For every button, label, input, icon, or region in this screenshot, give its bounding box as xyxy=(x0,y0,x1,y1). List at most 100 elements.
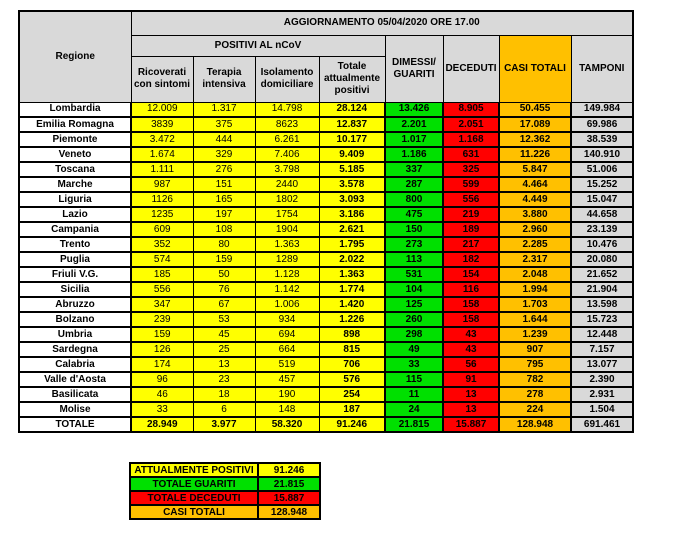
cell-terapia-intensiva: 329 xyxy=(192,146,256,163)
table-row: Umbria 159 45 694 898 298 43 1.239 12.448 xyxy=(18,326,634,343)
cell-ricoverati-con-sintomi: 159 xyxy=(130,326,194,343)
region-name: Umbria xyxy=(18,326,132,343)
cell-deceduti: 182 xyxy=(442,251,500,268)
cell-terapia-intensiva: 23 xyxy=(192,371,256,388)
cell-totale-attualmente-positivi: 12.837 xyxy=(318,116,386,133)
cell-isolamento-domiciliare: 2440 xyxy=(254,176,320,193)
cell-isolamento-domiciliare: 519 xyxy=(254,356,320,373)
table-row: Veneto 1.674 329 7.406 9.409 1.186 631 11.226 14… xyxy=(18,146,634,163)
cell-ricoverati-con-sintomi: 185 xyxy=(130,266,194,283)
cell-tamponi: 12.448 xyxy=(570,326,634,343)
cell-totale-attualmente-positivi: 1.795 xyxy=(318,236,386,253)
cell-tamponi: 13.598 xyxy=(570,296,634,313)
cell-isolamento-domiciliare: 1289 xyxy=(254,251,320,268)
cell-isolamento-domiciliare: 8623 xyxy=(254,116,320,133)
cell-dimessi-guariti: 475 xyxy=(384,206,444,223)
cell-terapia-intensiva: 165 xyxy=(192,191,256,208)
cell-totale-attualmente-positivi: 706 xyxy=(318,356,386,373)
table-row: Sicilia 556 76 1.142 1.774 104 116 1.994 21.904 xyxy=(18,281,634,298)
region-name: Lombardia xyxy=(18,101,132,118)
region-name: Bolzano xyxy=(18,311,132,328)
cell-deceduti: 1.168 xyxy=(442,131,500,148)
cell-dimessi-guariti: 115 xyxy=(384,371,444,388)
cell-dimessi-guariti: 104 xyxy=(384,281,444,298)
cell-dimessi-guariti: 24 xyxy=(384,401,444,418)
region-name: Basilicata xyxy=(18,386,132,403)
cell-dimessi-guariti: 49 xyxy=(384,341,444,358)
cell-ricoverati-con-sintomi: 556 xyxy=(130,281,194,298)
cell-terapia-intensiva: 25 xyxy=(192,341,256,358)
cell-dimessi-guariti: 2.201 xyxy=(384,116,444,133)
cell-ricoverati-con-sintomi: 126 xyxy=(130,341,194,358)
cell-dimessi-guariti: 113 xyxy=(384,251,444,268)
cell-casi-totali: 1.994 xyxy=(498,281,572,298)
legend-label: ATTUALMENTE POSITIVI xyxy=(129,462,259,478)
cell-deceduti: 43 xyxy=(442,326,500,343)
cell-totale-attualmente-positivi: 10.177 xyxy=(318,131,386,148)
cell-isolamento-domiciliare: 1904 xyxy=(254,221,320,238)
legend-row: CASI TOTALI 128.948 xyxy=(129,504,321,520)
cell-deceduti: 56 xyxy=(442,356,500,373)
cell-deceduti: 599 xyxy=(442,176,500,193)
cell-tamponi: 691.461 xyxy=(570,416,634,433)
cell-terapia-intensiva: 159 xyxy=(192,251,256,268)
region-name: Calabria xyxy=(18,356,132,373)
region-name: Lazio xyxy=(18,206,132,223)
cell-ricoverati-con-sintomi: 1.111 xyxy=(130,161,194,178)
cell-isolamento-domiciliare: 664 xyxy=(254,341,320,358)
region-name: Friuli V.G. xyxy=(18,266,132,283)
cell-totale-attualmente-positivi: 3.093 xyxy=(318,191,386,208)
cell-tamponi: 21.652 xyxy=(570,266,634,283)
cell-totale-attualmente-positivi: 1.226 xyxy=(318,311,386,328)
cell-isolamento-domiciliare: 190 xyxy=(254,386,320,403)
table-body: Lombardia 12.009 1.317 14.798 28.124 13.426 8.… xyxy=(18,101,634,433)
cell-terapia-intensiva: 375 xyxy=(192,116,256,133)
cell-totale-attualmente-positivi: 3.578 xyxy=(318,176,386,193)
cell-casi-totali: 2.317 xyxy=(498,251,572,268)
region-name: Trento xyxy=(18,236,132,253)
cell-casi-totali: 2.048 xyxy=(498,266,572,283)
cell-terapia-intensiva: 444 xyxy=(192,131,256,148)
cell-casi-totali: 50.455 xyxy=(498,101,572,118)
cell-casi-totali: 278 xyxy=(498,386,572,403)
cell-deceduti: 91 xyxy=(442,371,500,388)
cell-totale-attualmente-positivi: 815 xyxy=(318,341,386,358)
table-row: Liguria 1126 165 1802 3.093 800 556 4.449 15.047 xyxy=(18,191,634,208)
cell-isolamento-domiciliare: 1.142 xyxy=(254,281,320,298)
cell-isolamento-domiciliare: 148 xyxy=(254,401,320,418)
region-name: Abruzzo xyxy=(18,296,132,313)
cell-totale-attualmente-positivi: 28.124 xyxy=(318,101,386,118)
cell-isolamento-domiciliare: 1.363 xyxy=(254,236,320,253)
cell-casi-totali: 12.362 xyxy=(498,131,572,148)
region-name: Toscana xyxy=(18,161,132,178)
cell-casi-totali: 11.226 xyxy=(498,146,572,163)
table-row: Piemonte 3.472 444 6.261 10.177 1.017 1.168 12.… xyxy=(18,131,634,148)
cell-tamponi: 51.006 xyxy=(570,161,634,178)
cell-terapia-intensiva: 76 xyxy=(192,281,256,298)
cell-casi-totali: 782 xyxy=(498,371,572,388)
region-column-header: Regione xyxy=(18,10,132,103)
terapia-intensiva-header: Terapia intensiva xyxy=(192,55,256,103)
cell-terapia-intensiva: 50 xyxy=(192,266,256,283)
casi-totali-header: CASI TOTALI xyxy=(498,34,572,103)
cell-casi-totali: 17.089 xyxy=(498,116,572,133)
cell-tamponi: 7.157 xyxy=(570,341,634,358)
total-label: TOTALE xyxy=(18,416,132,433)
table-row: Basilicata 46 18 190 254 11 13 278 2.931 xyxy=(18,386,634,403)
cell-deceduti: 325 xyxy=(442,161,500,178)
table-row: Trento 352 80 1.363 1.795 273 217 2.285 10.476 xyxy=(18,236,634,253)
cell-totale-attualmente-positivi: 9.409 xyxy=(318,146,386,163)
update-title: AGGIORNAMENTO 05/04/2020 ORE 17.00 xyxy=(130,10,634,36)
cell-isolamento-domiciliare: 58.320 xyxy=(254,416,320,433)
cell-ricoverati-con-sintomi: 33 xyxy=(130,401,194,418)
region-name: Valle d'Aosta xyxy=(18,371,132,388)
cell-tamponi: 15.047 xyxy=(570,191,634,208)
cell-terapia-intensiva: 6 xyxy=(192,401,256,418)
cell-tamponi: 140.910 xyxy=(570,146,634,163)
cell-dimessi-guariti: 33 xyxy=(384,356,444,373)
region-name: Veneto xyxy=(18,146,132,163)
cell-terapia-intensiva: 151 xyxy=(192,176,256,193)
cell-casi-totali: 3.880 xyxy=(498,206,572,223)
table-row: Calabria 174 13 519 706 33 56 795 13.077 xyxy=(18,356,634,373)
cell-deceduti: 158 xyxy=(442,296,500,313)
